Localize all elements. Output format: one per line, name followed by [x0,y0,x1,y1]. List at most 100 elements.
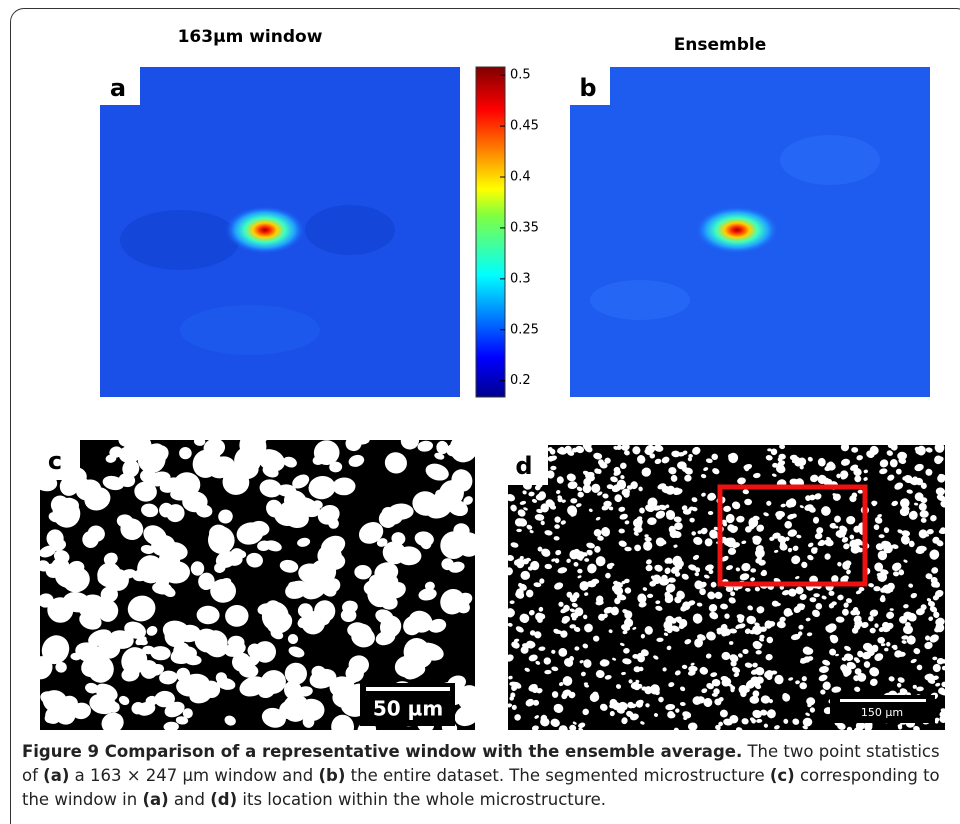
grain [906,635,916,645]
grain [587,563,597,574]
grain [534,631,542,639]
grain [765,653,773,661]
grain [862,642,873,652]
grain [756,606,765,614]
grain [704,538,713,547]
grain [829,648,837,656]
grain [665,485,676,495]
grain [640,721,645,725]
grain [751,718,756,724]
grain [526,524,533,530]
grain [222,469,250,495]
grain [528,491,535,497]
grain [749,695,760,704]
label-box [570,67,610,105]
grain [518,582,523,587]
grain [799,464,804,470]
heatmap-patch [305,205,395,255]
grain [760,695,771,704]
grain [926,528,934,535]
grain [746,615,756,625]
grain [619,513,628,520]
grain [799,682,807,690]
grain [312,500,323,509]
grain [292,474,310,489]
grain [582,445,592,450]
grain [755,650,762,655]
grain [88,629,112,647]
grain [723,505,731,513]
grain [127,595,156,622]
grain [788,677,794,681]
grain [932,663,941,673]
panel-letter: d [515,452,532,480]
grain [645,564,653,572]
grain [887,474,895,481]
grain [790,633,801,641]
grain [602,493,609,499]
grain [555,490,561,494]
grain [538,606,544,612]
grain [633,531,639,536]
grain [799,593,807,601]
grain [375,609,394,624]
grain [756,676,764,684]
grain [569,549,579,560]
grain [584,592,589,596]
grain [731,666,741,674]
grain [329,676,355,699]
grain [575,445,585,454]
grain [164,701,185,718]
grain [647,593,654,599]
grain [508,675,513,680]
panel-letter: a [110,74,126,102]
grain [664,567,671,575]
grain [683,574,689,579]
grain [544,530,553,536]
grain [728,683,733,687]
colorbar-tick-label: 0.25 [510,322,539,337]
grain [584,558,590,562]
grain [755,548,765,559]
grain [694,572,700,577]
grain [227,635,245,649]
grain [720,603,728,610]
grain [528,654,538,662]
grain [624,618,634,628]
caption-ref: (a) [43,766,70,785]
grain [531,725,539,730]
grain [854,668,862,675]
grain [940,659,945,664]
panel-letter: b [579,74,596,102]
grain [901,530,911,537]
grain [214,562,226,574]
grain [137,555,165,584]
grain [624,520,630,525]
grain [753,625,760,632]
grain [121,569,137,579]
grain [170,488,191,501]
grain [856,455,863,461]
grain [511,704,517,710]
grain [595,669,605,679]
grain [606,563,613,570]
grain [210,578,236,603]
grain [733,672,740,677]
grain [929,606,938,613]
grain [524,667,530,672]
grain [711,494,717,500]
grain [699,581,707,588]
grain [940,708,945,713]
grain [620,462,627,470]
grain [141,503,159,518]
label-box [40,440,80,480]
grain [756,524,765,532]
grain [618,528,625,534]
grain [654,564,663,572]
grain [938,473,945,479]
grain [89,693,117,715]
grain [656,637,664,643]
grain [575,503,582,508]
grain [638,486,643,492]
grain [87,525,105,542]
